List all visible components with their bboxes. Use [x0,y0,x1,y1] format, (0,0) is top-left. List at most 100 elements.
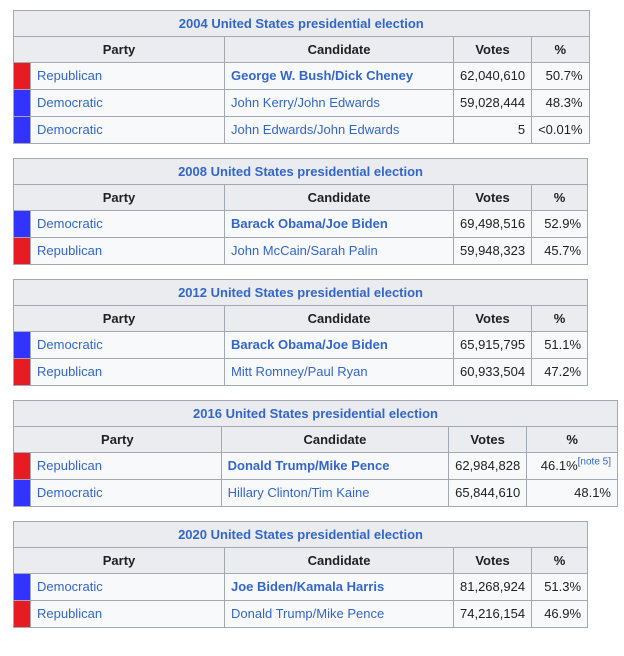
percent-value: 51.3% [544,579,582,594]
column-header-candidate: Candidate [220,426,450,453]
party-link[interactable]: Republican [37,68,103,83]
column-header-party: Party [13,547,225,574]
party-link[interactable]: Democratic [37,122,103,137]
candidate-cell: Donald Trump/Mike Pence [220,452,450,480]
result-row: Republican Donald Trump/Mike Pence 74,216,… [13,600,589,628]
party-link[interactable]: Democratic [37,579,103,594]
votes-value: 65,844,610 [448,479,528,507]
party-link[interactable]: Republican [37,606,103,621]
result-row: Democratic Hillary Clinton/Tim Kaine 65,84… [13,479,618,507]
column-header-votes: Votes [452,547,533,574]
party-color-swatch [13,237,31,265]
candidate-cell: Barack Obama/Joe Biden [224,210,454,238]
table-title-cell: 2004 United States presidential election [13,10,590,37]
candidate-link[interactable]: Barack Obama/Joe Biden [231,337,388,352]
party-cell: Republican [30,62,225,90]
note-link[interactable]: [note 5] [577,456,611,468]
votes-value: 59,028,444 [452,89,533,117]
candidate-link[interactable]: Hillary Clinton/Tim Kaine [227,485,370,500]
party-link[interactable]: Republican [37,243,103,258]
party-link[interactable]: Democratic [37,337,103,352]
candidate-cell: Hillary Clinton/Tim Kaine [220,479,450,507]
column-header-row: Party Candidate Votes% [13,36,590,63]
percent-cell: 47.2% [531,358,589,386]
table-title-cell: 2020 United States presidential election [12,521,589,548]
votes-value: 60,933,504 [452,358,533,386]
percent-value: 45.7% [544,243,582,258]
party-cell: Democratic [30,116,225,144]
votes-value: 69,498,516 [452,210,533,238]
table-title-row: 2020 United States presidential election [12,521,589,548]
note-reference: [note 5] [578,457,611,468]
candidate-cell: George W. Bush/Dick Cheney [224,62,454,90]
party-link[interactable]: Democratic [37,95,103,110]
percent-value: 50.7% [545,68,583,83]
column-header-percent: % [531,184,589,211]
party-cell: Democratic [30,331,225,359]
percent-value: 48.1% [574,485,611,500]
candidate-cell: Donald Trump/Mike Pence [224,600,454,628]
party-link[interactable]: Democratic [37,216,103,231]
party-link[interactable]: Republican [36,458,102,473]
column-header-party: Party [13,426,222,453]
party-cell: Republican [30,600,225,628]
party-cell: Republican [29,452,222,480]
candidate-link[interactable]: John Kerry/John Edwards [231,95,380,110]
election-title-link[interactable]: 2008 United States presidential election [178,164,423,179]
percent-value: 51.1% [544,337,582,352]
party-cell: Democratic [30,89,225,117]
party-color-swatch [13,89,31,117]
candidate-link[interactable]: Joe Biden/Kamala Harris [231,579,385,594]
column-header-votes: Votes [452,184,533,211]
party-cell: Democratic [29,479,222,507]
result-row: Democratic Barack Obama/Joe Biden 69,498,5… [13,210,589,238]
result-row: Democratic Barack Obama/Joe Biden 65,915,7… [13,331,589,359]
table-title-cell: 2008 United States presidential election [12,158,589,185]
column-header-party: Party [13,36,225,63]
votes-value: 5 [452,116,533,144]
election-results-table: 2008 United States presidential election… [12,158,589,265]
party-cell: Democratic [30,573,225,601]
candidate-cell: Joe Biden/Kamala Harris [224,573,454,601]
election-results-table: 2012 United States presidential election… [12,279,589,386]
candidate-link[interactable]: Mitt Romney/Paul Ryan [231,364,368,379]
result-row: Democratic John Edwards/John Edwards 5 <0.0… [13,116,590,144]
candidate-cell: John Kerry/John Edwards [224,89,454,117]
candidate-link[interactable]: Donald Trump/Mike Pence [231,606,385,621]
votes-value: 62,984,828 [448,452,528,480]
candidate-cell: Mitt Romney/Paul Ryan [224,358,454,386]
result-row: Republican Mitt Romney/Paul Ryan 60,933,50… [13,358,589,386]
column-header-candidate: Candidate [224,36,454,63]
column-header-row: Party Candidate Votes% [13,305,589,332]
column-header-percent: % [531,36,590,63]
party-color-swatch [13,62,31,90]
election-title-link[interactable]: 2012 United States presidential election [178,285,423,300]
percent-value: 47.2% [544,364,582,379]
election-title-link[interactable]: 2004 United States presidential election [178,16,424,31]
table-title-cell: 2012 United States presidential election [12,279,589,306]
percent-value: 52.9% [544,216,582,231]
column-header-row: Party Candidate Votes% [13,547,589,574]
party-color-swatch [13,600,31,628]
party-link[interactable]: Democratic [36,485,103,500]
party-color-swatch [13,479,31,507]
party-cell: Republican [30,237,225,265]
candidate-link[interactable]: John Edwards/John Edwards [231,122,400,137]
candidate-link[interactable]: John McCain/Sarah Palin [231,243,378,258]
column-header-votes: Votes [448,426,528,453]
column-header-candidate: Candidate [224,184,454,211]
column-header-votes: Votes [452,36,533,63]
party-color-swatch [13,331,31,359]
percent-cell: 51.3% [531,573,589,601]
candidate-link[interactable]: Donald Trump/Mike Pence [227,458,390,473]
column-header-row: Party Candidate Votes% [13,184,589,211]
candidate-link[interactable]: Barack Obama/Joe Biden [231,216,388,231]
column-header-candidate: Candidate [224,305,454,332]
party-link[interactable]: Republican [37,364,103,379]
candidate-link[interactable]: George W. Bush/Dick Cheney [231,68,414,83]
election-title-link[interactable]: 2016 United States presidential election [193,406,438,421]
column-header-percent: % [531,305,589,332]
percent-cell: 50.7% [531,62,590,90]
election-title-link[interactable]: 2020 United States presidential election [178,527,423,542]
table-title-row: 2016 United States presidential election [13,400,618,427]
